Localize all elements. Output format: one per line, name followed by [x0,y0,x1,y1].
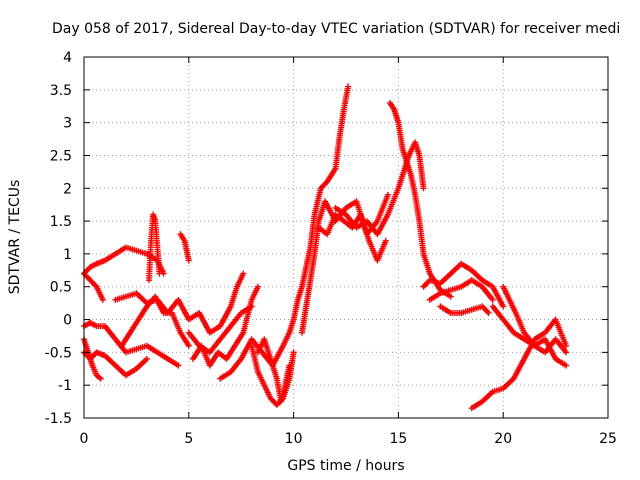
data-point [563,362,570,369]
data-point [345,83,352,90]
data-point [489,296,496,303]
x-tick-label: 0 [80,431,89,447]
series-track-w [489,303,570,356]
y-tick-label: 3.5 [50,83,72,99]
series-track-c [81,319,182,369]
y-tick-label: 1.5 [50,214,72,230]
data-point [97,375,104,382]
data-point [185,342,192,349]
data-point [254,283,261,290]
y-tick-label: 4 [63,50,72,66]
data-point [240,270,247,277]
y-tick-label: -1.5 [45,411,72,427]
series-track-o [286,83,352,336]
series-track-i [177,231,192,264]
series-track-g [118,293,192,349]
x-axis-label: GPS time / hours [287,458,404,474]
series-track-v [437,303,492,316]
series-track-n [254,336,293,405]
data-points [81,83,570,412]
series-track-z [531,316,570,349]
data-point [286,362,293,369]
data-point [420,185,427,192]
y-tick-label: 2.5 [50,148,72,164]
series-track-a [81,244,167,277]
y-tick-label: -1 [58,378,72,394]
x-tick-label: 20 [494,431,512,447]
x-tick-label: 10 [285,431,303,447]
data-point [185,257,192,264]
data-point [143,355,150,362]
data-point [500,303,507,310]
series-track-k [189,283,261,369]
data-point [485,309,492,316]
data-point [384,191,391,198]
x-tick-labels: 0 5 10 15 20 25 [80,431,617,447]
y-tick-label: 1 [63,247,72,263]
x-tick-label: 5 [184,431,193,447]
series-track-s [387,99,454,300]
data-point [563,349,570,356]
x-tick-label: 15 [389,431,407,447]
series-track-u [426,277,496,303]
chart-title: Day 058 of 2017, Sidereal Day-to-day VTE… [52,21,620,37]
data-point [563,342,570,349]
data-point [156,270,163,277]
y-tick-label: 2 [63,181,72,197]
x-tick-label: 25 [599,431,617,447]
y-tick-label: 0.5 [50,280,72,296]
plot-frame [83,56,609,419]
y-tick-label: -0.5 [45,345,72,361]
axis-ticks [83,56,609,419]
data-point [175,362,182,369]
y-tick-labels: -1.5 -1 -0.5 0 0.5 1 1.5 2 2.5 3 3.5 4 [45,50,72,427]
data-point [382,237,389,244]
data-point [290,349,297,356]
data-point [447,293,454,300]
y-tick-label: 0 [63,313,72,329]
series-track-r [332,139,427,238]
y-axis-label: SDTVAR / TECUs [7,180,23,295]
series-track-t [420,260,507,310]
series-track-b [81,270,106,303]
series-track-m [248,342,297,408]
data-point [99,296,106,303]
y-tick-label: 3 [63,116,72,132]
series-track-h [145,211,163,284]
